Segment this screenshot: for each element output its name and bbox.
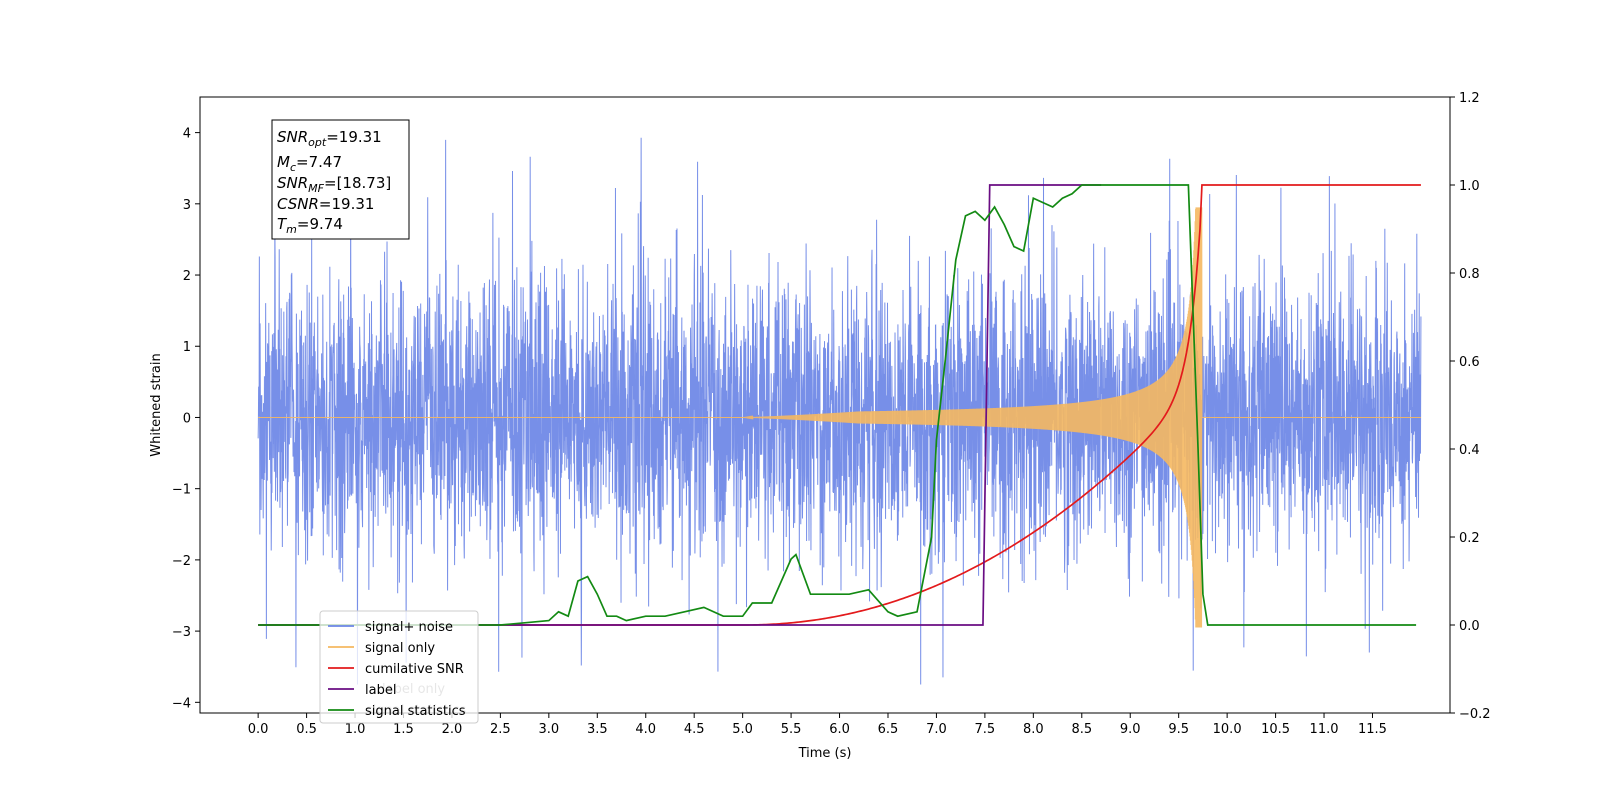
- legend-frame: [319, 610, 479, 724]
- annotation-value: =19.31: [326, 128, 382, 146]
- annotation-value: =[18.73]: [324, 174, 391, 192]
- y-axis-right: 1.2 1.0 0.8 0.6 0.4 0.2 0.0 −0.2: [1450, 91, 1491, 722]
- y-left-tick-label: −3: [172, 625, 191, 640]
- y-right-tick-label: −0.2: [1459, 707, 1491, 722]
- annotation-line: SNRMF=[18.73]: [277, 174, 391, 195]
- annotation-value: =7.47: [296, 153, 342, 171]
- axes-frame: [199, 96, 1451, 714]
- annotation-value: =9.74: [297, 215, 343, 233]
- y-right-tick-label: 1.0: [1459, 179, 1480, 194]
- x-axis-label: Time (s): [798, 746, 852, 761]
- y-left-tick-label: −1: [172, 483, 191, 498]
- y-right-tick-label: 0.2: [1459, 531, 1480, 546]
- annotation-value: =19.31: [319, 195, 375, 213]
- annotation-subscript: m: [286, 223, 297, 236]
- x-tick-label: 3.5: [587, 722, 608, 737]
- legend-entry-label: signal only: [365, 641, 435, 656]
- series-signal-statistics-line: [258, 184, 1417, 626]
- legend-entry-label: label: [365, 683, 396, 698]
- y-axis-label: Whitened strain: [149, 353, 164, 456]
- x-tick-label: 10.0: [1213, 722, 1242, 737]
- x-tick-label: 2.5: [490, 722, 511, 737]
- annotation-subscript: opt: [308, 136, 327, 149]
- x-tick-label: 8.0: [1023, 722, 1044, 737]
- x-tick-label: 6.0: [829, 722, 850, 737]
- annotation-symbol: CSNR: [277, 195, 319, 213]
- annotation-box: SNRopt=19.31Mc=7.47SNRMF=[18.73]CSNR=19.…: [271, 119, 410, 240]
- x-tick-label: 2.0: [442, 722, 463, 737]
- x-tick-label: 9.0: [1120, 722, 1141, 737]
- y-left-tick-label: −4: [172, 696, 191, 711]
- x-tick-label: 4.0: [635, 722, 656, 737]
- annotation-subscript: c: [290, 161, 296, 174]
- x-tick-label: 0.0: [248, 722, 269, 737]
- series-label-line: [258, 184, 1102, 626]
- x-tick-label: 8.5: [1071, 722, 1092, 737]
- x-tick-label: 7.5: [975, 722, 996, 737]
- annotation-symbol: M: [277, 153, 290, 171]
- y-right-tick-label: 0.6: [1459, 355, 1480, 370]
- y-right-tick-label: 1.2: [1459, 91, 1480, 106]
- x-tick-label: 11.0: [1310, 722, 1339, 737]
- x-tick-label: 3.0: [538, 722, 559, 737]
- annotation-symbol: SNR: [277, 174, 308, 192]
- x-tick-label: 4.5: [684, 722, 705, 737]
- series-signal-only-line: [258, 207, 1421, 628]
- x-tick-label: 5.5: [781, 722, 802, 737]
- annotation-line: CSNR=19.31: [277, 195, 374, 213]
- x-tick-label: 9.5: [1168, 722, 1189, 737]
- x-tick-label: 0.5: [296, 722, 317, 737]
- legend-entry-label: signal statistics: [365, 704, 466, 719]
- annotation-frame: [271, 119, 410, 240]
- x-tick-label: 10.5: [1261, 722, 1290, 737]
- x-axis: 0.0 0.5 1.0 1.5 2.0 2.5 3.0 3.5 4.0 4.5 5.0 5.5 6.0 6…: [248, 713, 1387, 737]
- annotation-line: SNRopt=19.31: [277, 128, 382, 149]
- x-tick-label: 6.5: [878, 722, 899, 737]
- y-left-tick-label: 3: [183, 198, 191, 213]
- y-right-tick-label: 0.8: [1459, 267, 1480, 282]
- legend-entry-label: signal+ noise: [365, 620, 453, 635]
- x-tick-label: 11.5: [1358, 722, 1387, 737]
- annotation-line: Tm=9.74: [277, 215, 343, 236]
- x-tick-label: 1.0: [345, 722, 366, 737]
- y-left-tick-label: 0: [183, 411, 191, 426]
- y-right-tick-label: 0.0: [1459, 619, 1480, 634]
- series-signal-noise-line: [257, 137, 1422, 685]
- x-tick-label: 5.0: [732, 722, 753, 737]
- annotation-symbol: T: [277, 215, 288, 233]
- annotation-subscript: MF: [308, 182, 324, 195]
- annotation-line: Mc=7.47: [277, 153, 342, 174]
- x-tick-label: 7.0: [926, 722, 947, 737]
- annotation-symbol: SNR: [277, 128, 308, 146]
- legend: label onlysignal statisticssignal+ noise…: [319, 610, 479, 724]
- y-left-tick-label: 1: [183, 340, 191, 355]
- y-left-tick-label: −2: [172, 554, 191, 569]
- x-tick-label: 1.5: [393, 722, 414, 737]
- y-left-tick-label: 2: [183, 269, 191, 284]
- legend-entry-label: cumilative SNR: [365, 662, 464, 677]
- y-right-tick-label: 0.4: [1459, 443, 1480, 458]
- y-left-tick-label: 4: [183, 127, 191, 142]
- y-axis-left: 4 3 2 1 0 −1 −2 −3 −4: [172, 127, 200, 711]
